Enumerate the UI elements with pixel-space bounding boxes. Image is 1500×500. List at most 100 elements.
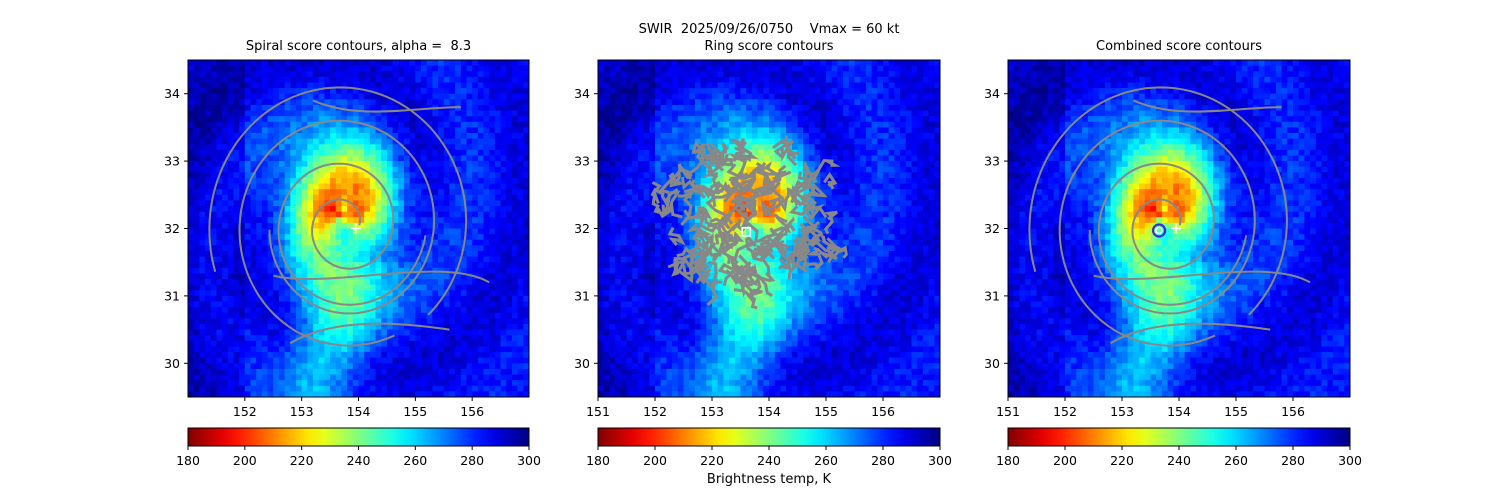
center-marker [1151,223,1167,238]
colorbar-tick: 180 [586,446,610,468]
colorbar-tick-label: 220 [700,453,724,468]
colorbar-tick-label: 220 [1110,453,1134,468]
y-tick-label: 33 [164,154,180,169]
score-contours [650,135,848,310]
colorbar-tick: 240 [1167,446,1191,468]
colorbar-tick-label: 280 [460,453,484,468]
brightness-temp-image [188,60,529,397]
colorbar-tick: 180 [176,446,200,468]
x-tick-label: 156 [460,404,484,419]
x-tick: 154 [347,397,370,419]
y-tick-label: 31 [984,288,1000,303]
colorbar-tick: 220 [1110,446,1134,468]
colorbar-label: Brightness temp, K [706,472,832,487]
y-tick: 32 [574,221,598,236]
colorbar-tick: 220 [290,446,314,468]
x-tick-label: 153 [290,404,314,419]
x-tick: 154 [1167,397,1191,419]
x-tick: 155 [403,397,427,419]
x-tick: 155 [814,397,838,419]
y-tick: 30 [984,356,1008,371]
score-contours [1028,86,1311,347]
y-tick-label: 32 [984,221,1000,236]
colorbar-tick: 200 [233,446,257,468]
x-tick-label: 155 [403,404,427,419]
x-tick: 152 [233,397,257,419]
y-tick-label: 31 [574,288,590,303]
center-marker-secondary [1171,223,1182,234]
x-tick-label: 151 [996,404,1020,419]
y-tick: 30 [164,356,188,371]
x-tick: 156 [1281,397,1305,419]
panel-spiral: 152 153 154 155 156 30 31 32 33 34 180 200 220 240 260… [164,59,541,468]
panel-title-spiral: Spiral score contours, alpha = 8.3 [245,39,472,54]
colorbar-tick-label: 240 [757,453,781,468]
y-tick: 34 [574,86,598,101]
y-tick-label: 30 [574,356,590,371]
x-tick: 152 [1053,397,1077,419]
colorbar-gradient [597,427,941,447]
x-tick-label: 152 [1053,404,1077,419]
colorbar-tick: 260 [1224,446,1248,468]
colorbar-tick: 240 [347,446,371,468]
x-tick: 151 [996,397,1020,419]
x-tick-label: 153 [700,404,724,419]
colorbar-tick: 240 [757,446,781,468]
colorbar-tick: 300 [517,446,541,468]
colorbar-tick-label: 300 [517,453,541,468]
colorbar-tick: 300 [1338,446,1362,468]
panel-ring: 151 152 153 154 155 156 30 31 32 33 34 180 200 220 240… [574,59,952,468]
colorbar-tick-label: 180 [586,453,610,468]
x-tick: 153 [290,397,314,419]
y-tick: 34 [164,86,188,101]
y-tick-label: 33 [984,154,1000,169]
y-tick-label: 34 [164,86,180,101]
colorbar-tick-label: 180 [996,453,1020,468]
colorbar-tick-label: 240 [1167,453,1191,468]
x-tick: 153 [1110,397,1134,419]
colorbar-gradient [1007,427,1351,447]
y-tick: 32 [984,221,1008,236]
y-tick: 31 [164,288,188,303]
x-tick-label: 153 [1110,404,1134,419]
colorbar-tick: 280 [871,446,895,468]
colorbar-tick: 280 [460,446,484,468]
colorbar-tick-label: 280 [871,453,895,468]
colorbar-tick-label: 280 [1281,453,1305,468]
colorbar-tick-label: 300 [928,453,952,468]
x-tick-label: 155 [1224,404,1248,419]
score-contours [208,86,490,347]
x-tick-label: 156 [1281,404,1305,419]
x-tick: 151 [586,397,610,419]
y-tick: 33 [164,154,188,169]
colorbar-tick: 260 [403,446,427,468]
y-tick: 31 [574,288,598,303]
colorbar-tick: 200 [643,446,667,468]
colorbar-tick-label: 240 [347,453,371,468]
colorbar-tick: 280 [1281,446,1305,468]
center-marker [350,223,361,234]
x-tick-label: 152 [233,404,257,419]
brightness-temp-image [1008,60,1350,397]
colorbar: 180 200 220 240 260 280 300 [176,427,541,468]
x-tick-label: 152 [643,404,667,419]
y-tick: 32 [164,221,188,236]
y-tick-label: 34 [984,86,1000,101]
center-marker [741,227,752,237]
x-tick: 156 [460,397,484,419]
colorbar-gradient [187,427,530,447]
y-tick: 34 [984,86,1008,101]
colorbar-tick-label: 300 [1338,453,1362,468]
panel-title-ring: Ring score contours [704,39,834,54]
x-tick: 155 [1224,397,1248,419]
center-marker-inner [1155,226,1163,235]
colorbar-tick: 220 [700,446,724,468]
colorbar-tick: 260 [814,446,838,468]
colorbar: 180 200 220 240 260 280 300 [996,427,1362,468]
x-tick-label: 154 [757,404,781,419]
y-tick: 33 [574,154,598,169]
x-tick-label: 156 [871,404,895,419]
brightness-temp-image [598,60,940,397]
x-tick: 152 [643,397,667,419]
colorbar-tick-label: 200 [233,453,257,468]
